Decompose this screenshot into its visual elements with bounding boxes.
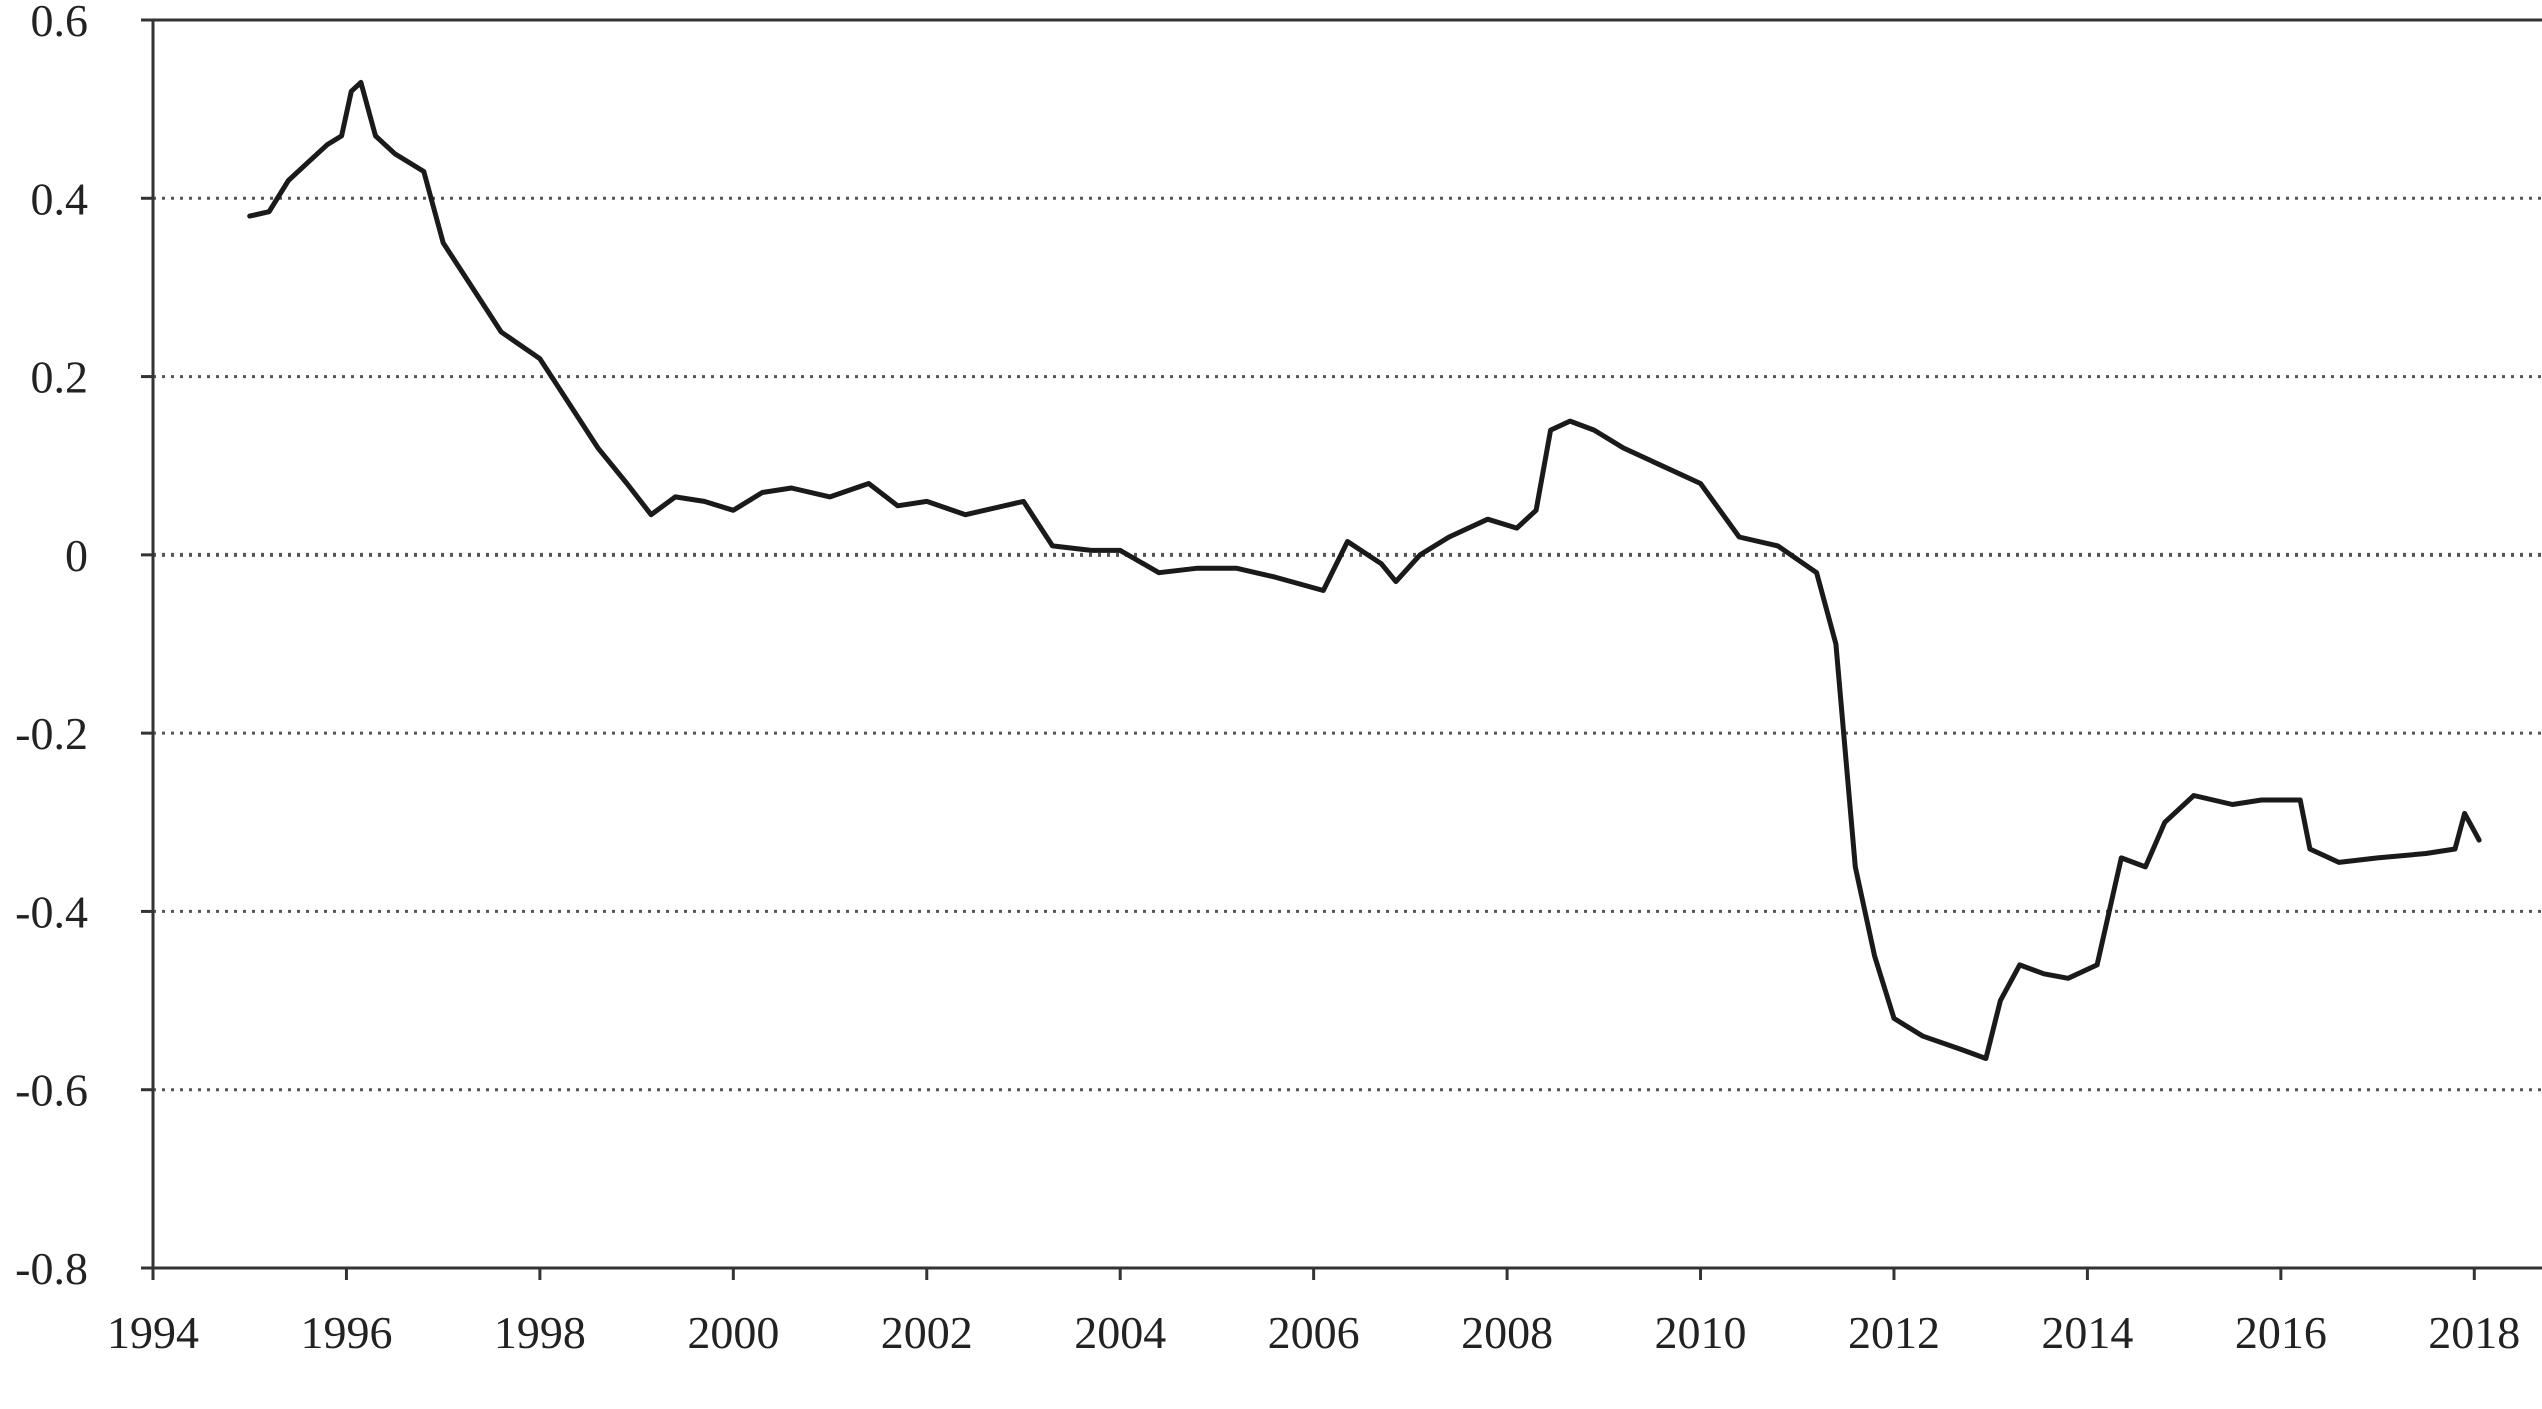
series-layer [247, 79, 2482, 1061]
y-tick-label: -0.2 [15, 708, 88, 759]
x-tick-label: 2010 [1655, 1307, 1747, 1358]
y-tick-label: -0.4 [15, 886, 88, 937]
x-tick-label: 2002 [881, 1307, 973, 1358]
axes [151, 20, 2542, 1270]
series-line [247, 79, 2482, 1061]
y-tick-label: -0.8 [15, 1243, 88, 1294]
x-tick-label: 1996 [300, 1307, 392, 1358]
x-tick-label: 2008 [1461, 1307, 1553, 1358]
x-tick-label: 2000 [687, 1307, 779, 1358]
x-tick-label: 2014 [2041, 1307, 2133, 1358]
y-tick-label: 0 [65, 530, 88, 581]
y-tick-label: -0.6 [15, 1065, 88, 1116]
y-tick-label: 0.6 [31, 0, 89, 46]
x-tick-label: 2004 [1074, 1307, 1166, 1358]
x-tick-label: 1998 [494, 1307, 586, 1358]
x-tick-label: 2018 [2428, 1307, 2520, 1358]
x-tick-label: 2016 [2235, 1307, 2327, 1358]
x-ticks: 1994 1996 1998 2000 2002 2004 2006 2008 2010 2012… [107, 1268, 2520, 1358]
x-tick-label: 1994 [107, 1307, 199, 1358]
gridlines [153, 18, 2542, 1092]
y-tick-label: 0.2 [31, 352, 89, 403]
x-tick-label: 2006 [1268, 1307, 1360, 1358]
y-ticks: 0.6 0.4 0.2 0 -0.2 -0.4 -0.6 -0.8 [15, 0, 153, 1294]
y-tick-label: 0.4 [31, 173, 89, 224]
x-tick-label: 2012 [1848, 1307, 1940, 1358]
